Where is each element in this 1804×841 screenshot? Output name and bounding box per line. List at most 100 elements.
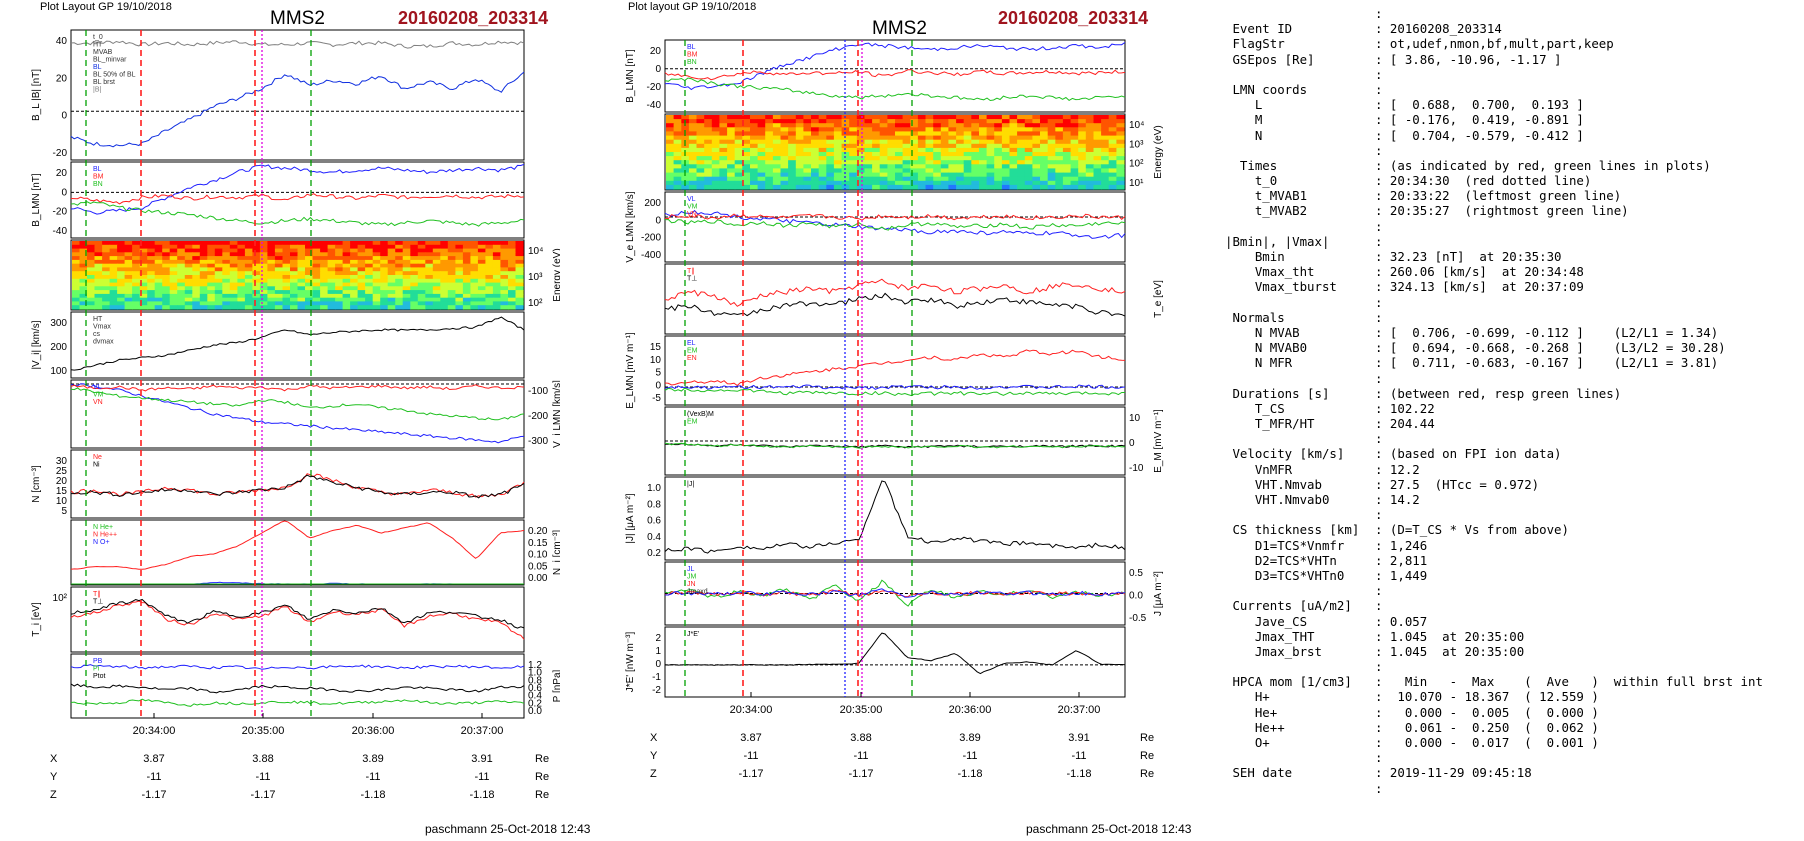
- heatmap-cell: [327, 297, 336, 303]
- heatmap-cell: [297, 293, 306, 299]
- heatmap-cell: [440, 252, 449, 257]
- heatmap-cell: [734, 139, 743, 145]
- series-line: [70, 193, 525, 205]
- heatmap-cell: [803, 143, 812, 149]
- heatmap-cell: [387, 278, 396, 284]
- heatmap-cell: [986, 184, 995, 190]
- heatmap-cell: [477, 271, 486, 276]
- heatmap-cell: [154, 282, 163, 287]
- info-value: : [ 0.711, -0.683, -0.167 ] (L2/L1 = 3.8…: [1375, 355, 1719, 371]
- legend-entry: BL: [93, 64, 102, 71]
- info-row: D2=TCS*VHTn: 2,811: [1225, 553, 1800, 568]
- heatmap-cell: [417, 259, 426, 265]
- heatmap-cell: [1101, 152, 1110, 157]
- heatmap-cell: [147, 256, 156, 261]
- heatmap-cell: [1017, 131, 1026, 137]
- heatmap-cell: [895, 164, 904, 169]
- heatmap-cell: [214, 278, 223, 284]
- heatmap-cell: [184, 248, 193, 253]
- heatmap-cell: [312, 263, 321, 269]
- heatmap-cell: [1032, 160, 1041, 165]
- heatmap-cell: [1101, 156, 1110, 161]
- heatmap-cell: [1078, 119, 1087, 124]
- heatmap-cell: [109, 263, 118, 269]
- heatmap-cell: [1017, 180, 1026, 186]
- heatmap-cell: [425, 241, 434, 246]
- heatmap-cell: [237, 256, 246, 261]
- heatmap-cell: [395, 267, 404, 272]
- heatmap-cell: [1078, 131, 1087, 137]
- heatmap-cell: [750, 139, 759, 145]
- heatmap-cell: [1116, 131, 1125, 137]
- position-value: -11: [853, 750, 868, 762]
- heatmap-cell: [207, 305, 216, 310]
- heatmap-cell: [402, 297, 411, 303]
- heatmap-cell: [1040, 172, 1049, 178]
- heatmap-cell: [925, 119, 934, 124]
- heatmap-cell: [124, 256, 133, 261]
- heatmap-cell: [765, 172, 774, 178]
- position-value: 3.91: [471, 753, 492, 765]
- heatmap-cell: [79, 290, 88, 295]
- heatmap-cell: [94, 267, 103, 272]
- y-axis-label: T_i [eV]: [31, 602, 42, 637]
- heatmap-cell: [515, 271, 524, 276]
- time-tick-label: 20:37:00: [1058, 704, 1101, 716]
- heatmap-cell: [1009, 131, 1018, 137]
- heatmap-cell: [979, 131, 988, 137]
- heatmap-cell: [925, 152, 934, 157]
- info-row: H+: 10.070 - 18.367 ( 12.559 ): [1225, 689, 1800, 704]
- info-value: : (as indicated by red, green lines in p…: [1375, 157, 1711, 173]
- heatmap-cell: [237, 282, 246, 287]
- heatmap-cell: [192, 297, 201, 303]
- heatmap-cell: [925, 127, 934, 132]
- panel-frame: [70, 29, 525, 161]
- heatmap-cell: [440, 241, 449, 246]
- heatmap-cell: [297, 290, 306, 295]
- heatmap-cell: [856, 127, 865, 132]
- heatmap-cell: [147, 278, 156, 284]
- info-label: [1225, 750, 1375, 765]
- heatmap-cell: [711, 135, 720, 141]
- heatmap-cell: [734, 135, 743, 141]
- heatmap-cell: [727, 135, 736, 141]
- heatmap-cell: [282, 305, 291, 310]
- heatmap-cell: [940, 135, 949, 141]
- heatmap-cell: [986, 172, 995, 178]
- y-tick-label: 0.10: [528, 550, 548, 561]
- heatmap-cell: [492, 267, 501, 272]
- heatmap-cell: [515, 244, 524, 250]
- heatmap-cell: [417, 278, 426, 284]
- y-tick-label: 0.20: [528, 526, 548, 537]
- heatmap-cell: [887, 164, 896, 169]
- heatmap-cell: [229, 275, 238, 280]
- heatmap-cell: [948, 127, 957, 132]
- heatmap-cell: [417, 297, 426, 303]
- heatmap-cell: [887, 139, 896, 145]
- heatmap-cell: [432, 267, 441, 272]
- heatmap-cell: [508, 278, 517, 284]
- heatmap-cell: [856, 119, 865, 124]
- heatmap-cell: [696, 127, 705, 132]
- heatmap-cell: [508, 293, 517, 299]
- heatmap-cell: [237, 244, 246, 250]
- heatmap-cell: [994, 139, 1003, 145]
- heatmap-cell: [290, 271, 299, 276]
- heatmap-cell: [508, 282, 517, 287]
- heatmap-cell: [818, 135, 827, 141]
- heatmap-cell: [222, 290, 231, 295]
- heatmap-cell: [1078, 139, 1087, 145]
- heatmap-cell: [696, 147, 705, 153]
- heatmap-cell: [727, 160, 736, 165]
- heatmap-cell: [124, 244, 133, 250]
- heatmap-cell: [994, 147, 1003, 153]
- heatmap-cell: [177, 286, 186, 291]
- heatmap-cell: [222, 305, 231, 310]
- heatmap-cell: [1070, 180, 1079, 186]
- heatmap-cell: [94, 271, 103, 276]
- heatmap-cell: [109, 271, 118, 276]
- heatmap-cell: [425, 271, 434, 276]
- heatmap-cell: [872, 172, 881, 178]
- heatmap-cell: [162, 305, 171, 310]
